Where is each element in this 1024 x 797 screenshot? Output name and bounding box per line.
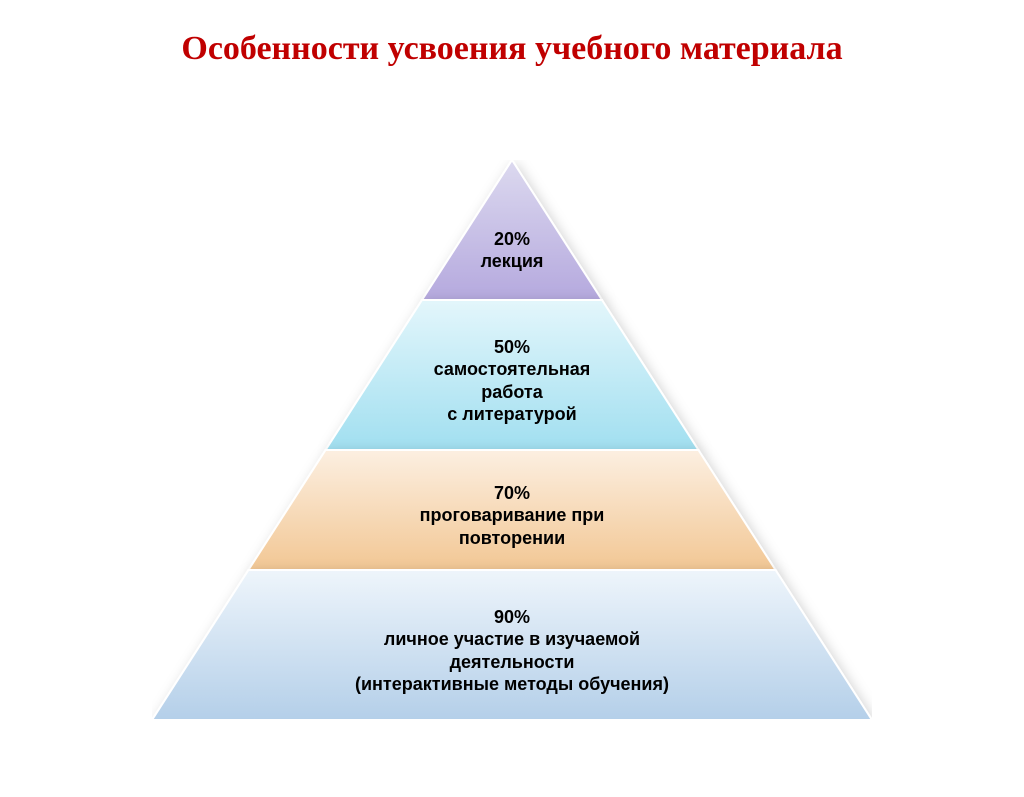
pyramid-level-0 [422,160,602,300]
pyramid-level-3 [152,570,872,720]
page-title: Особенности усвоения учебного материала [0,30,1024,68]
pyramid-svg [152,160,872,720]
pyramid-level-2 [248,450,775,570]
pyramid: 20%лекция50%самостоятельнаяработас литер… [152,160,872,720]
pyramid-level-1 [326,300,699,450]
